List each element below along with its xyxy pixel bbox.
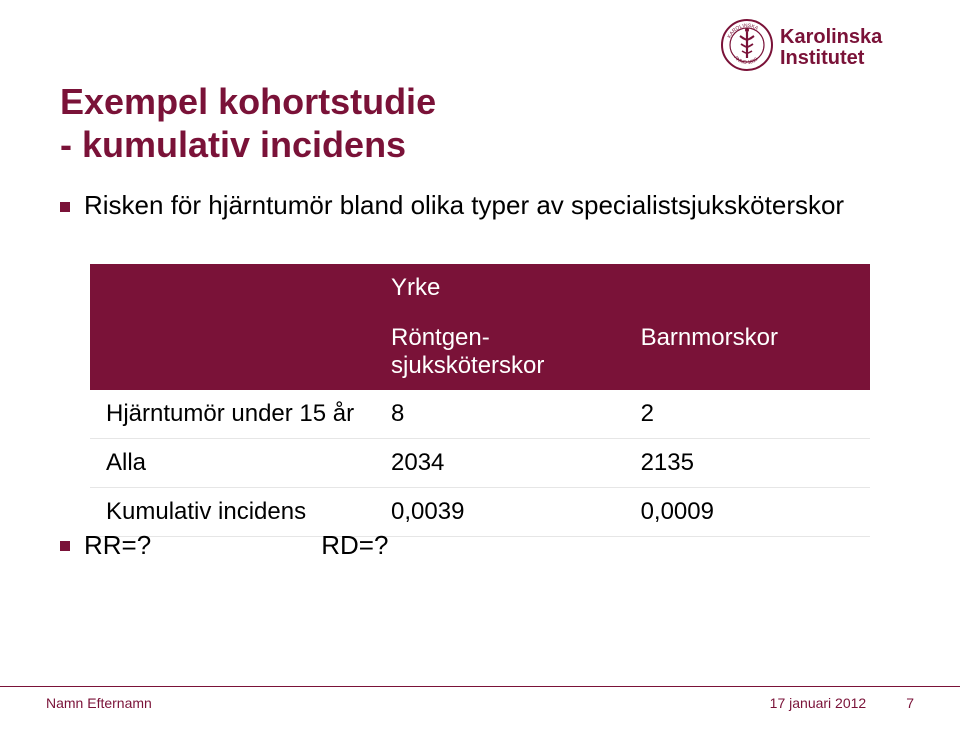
intro-bullet: Risken för hjärntumör bland olika typer … — [60, 190, 844, 221]
brand-logo: KAROLINSKA ANNO 1810 Karolinska Institut… — [720, 18, 920, 78]
row-val-b: 2 — [625, 390, 870, 439]
row-label: Alla — [90, 439, 375, 488]
title-line2: - kumulativ incidens — [60, 123, 436, 166]
question-rr: RR=? — [60, 530, 151, 561]
table-col-0 — [90, 314, 375, 390]
table-col-1: Röntgen- sjuksköterskor — [375, 314, 625, 390]
row-val-b: 0,0009 — [625, 488, 870, 537]
footer-date: 17 januari 2012 — [770, 695, 867, 711]
footer-author: Namn Efternamn — [46, 695, 152, 711]
footer-page: 7 — [906, 695, 914, 711]
slide-title: Exempel kohortstudie - kumulativ inciden… — [60, 80, 436, 166]
table-row: Alla 2034 2135 — [90, 439, 870, 488]
slide: KAROLINSKA ANNO 1810 Karolinska Institut… — [0, 0, 960, 741]
row-label: Hjärntumör under 15 år — [90, 390, 375, 439]
bullet-marker-icon — [60, 202, 70, 212]
row-val-a: 8 — [375, 390, 625, 439]
question-rr-text: RR=? — [84, 530, 151, 561]
slide-footer: Namn Efternamn 17 januari 2012 7 — [0, 686, 960, 711]
row-val-a: 0,0039 — [375, 488, 625, 537]
table-super-header: Yrke — [375, 264, 870, 314]
karolinska-logo-svg: KAROLINSKA ANNO 1810 Karolinska Institut… — [720, 18, 920, 73]
table-super-header-blank — [90, 264, 375, 314]
row-val-b: 2135 — [625, 439, 870, 488]
question-block: RR=? RD=? — [60, 530, 388, 561]
table-header-row: Röntgen- sjuksköterskor Barnmorskor — [90, 314, 870, 390]
table-row: Hjärntumör under 15 år 8 2 — [90, 390, 870, 439]
bullet-marker-icon — [60, 541, 70, 551]
question-rd-text: RD=? — [321, 530, 388, 561]
question-rd: RD=? — [321, 530, 388, 561]
title-line1: Exempel kohortstudie — [60, 80, 436, 123]
row-val-a: 2034 — [375, 439, 625, 488]
table-col-2: Barnmorskor — [625, 314, 870, 390]
brand-name-line1: Karolinska — [780, 26, 883, 48]
incidence-table: Yrke Röntgen- sjuksköterskor Barnmorskor… — [90, 264, 870, 537]
table-super-header-row: Yrke — [90, 264, 870, 314]
bullet-text: Risken för hjärntumör bland olika typer … — [84, 190, 844, 221]
brand-name-line2: Institutet — [780, 47, 865, 69]
